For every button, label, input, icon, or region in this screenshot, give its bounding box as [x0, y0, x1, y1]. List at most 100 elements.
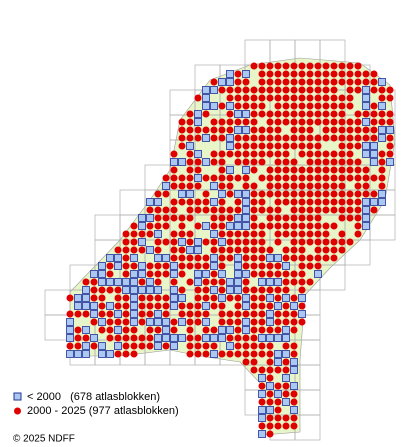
recent-record — [346, 134, 354, 142]
recent-record — [282, 270, 290, 278]
recent-record — [274, 134, 282, 142]
old-record — [154, 310, 162, 318]
old-record — [186, 246, 194, 254]
recent-record — [266, 286, 274, 294]
recent-record — [194, 286, 202, 294]
old-record — [170, 270, 178, 278]
recent-record — [338, 110, 346, 118]
recent-record — [346, 206, 354, 214]
recent-record — [170, 166, 178, 174]
grid-cell — [94, 214, 121, 241]
recent-record — [218, 214, 226, 222]
recent-record — [210, 342, 218, 350]
recent-record — [234, 70, 242, 78]
recent-record — [250, 342, 258, 350]
old-record — [130, 310, 138, 318]
old-record — [98, 270, 106, 278]
recent-record — [378, 174, 386, 182]
recent-record — [354, 214, 362, 222]
recent-record — [282, 366, 290, 374]
old-record — [370, 158, 378, 166]
recent-record — [306, 102, 314, 110]
recent-record — [266, 414, 274, 422]
recent-record — [338, 230, 346, 238]
old-record — [202, 94, 210, 102]
recent-record — [258, 134, 266, 142]
recent-record — [170, 182, 178, 190]
old-record — [74, 350, 82, 358]
recent-record — [282, 342, 290, 350]
recent-record — [266, 366, 274, 374]
recent-record — [330, 126, 338, 134]
recent-record — [266, 134, 274, 142]
old-record — [314, 270, 322, 278]
recent-record — [210, 126, 218, 134]
recent-record — [210, 134, 218, 142]
recent-record — [202, 126, 210, 134]
recent-record — [322, 166, 330, 174]
old-record — [258, 374, 266, 382]
recent-record — [314, 198, 322, 206]
recent-record — [330, 62, 338, 70]
old-record — [218, 334, 226, 342]
recent-record — [258, 102, 266, 110]
recent-record — [354, 206, 362, 214]
old-record — [234, 126, 242, 134]
recent-record — [314, 102, 322, 110]
recent-record — [346, 102, 354, 110]
recent-record — [258, 142, 266, 150]
recent-record — [266, 182, 274, 190]
recent-record — [226, 86, 234, 94]
recent-record — [234, 230, 242, 238]
recent-record — [370, 78, 378, 86]
recent-record — [298, 198, 306, 206]
recent-record — [258, 326, 266, 334]
recent-record — [298, 118, 306, 126]
recent-record — [218, 118, 226, 126]
recent-record — [170, 150, 178, 158]
old-record — [362, 142, 370, 150]
recent-record — [306, 70, 314, 78]
recent-record — [362, 190, 370, 198]
recent-record — [290, 70, 298, 78]
old-record — [178, 294, 186, 302]
recent-record — [322, 134, 330, 142]
recent-record — [226, 110, 234, 118]
recent-record — [258, 366, 266, 374]
old-record — [138, 238, 146, 246]
recent-record — [330, 150, 338, 158]
old-record — [98, 350, 106, 358]
recent-record — [274, 270, 282, 278]
grid-cell — [369, 214, 396, 241]
recent-record — [282, 110, 290, 118]
recent-record — [98, 310, 106, 318]
recent-record — [210, 326, 218, 334]
old-record — [226, 102, 234, 110]
recent-record — [162, 238, 170, 246]
recent-record — [274, 174, 282, 182]
old-record — [218, 190, 226, 198]
recent-record — [306, 182, 314, 190]
recent-record — [250, 286, 258, 294]
recent-record — [274, 126, 282, 134]
recent-record — [106, 286, 114, 294]
recent-record — [330, 86, 338, 94]
recent-record — [298, 278, 306, 286]
recent-record — [370, 190, 378, 198]
recent-record — [74, 334, 82, 342]
old-record — [90, 270, 98, 278]
recent-record — [194, 206, 202, 214]
recent-record — [274, 142, 282, 150]
recent-record — [370, 174, 378, 182]
old-record — [218, 78, 226, 86]
old-record — [362, 94, 370, 102]
recent-record — [106, 318, 114, 326]
old-record — [202, 134, 210, 142]
recent-record — [354, 190, 362, 198]
recent-record — [162, 206, 170, 214]
recent-record — [210, 238, 218, 246]
recent-record — [258, 174, 266, 182]
recent-record — [290, 326, 298, 334]
old-record — [234, 254, 242, 262]
recent-record — [122, 334, 130, 342]
